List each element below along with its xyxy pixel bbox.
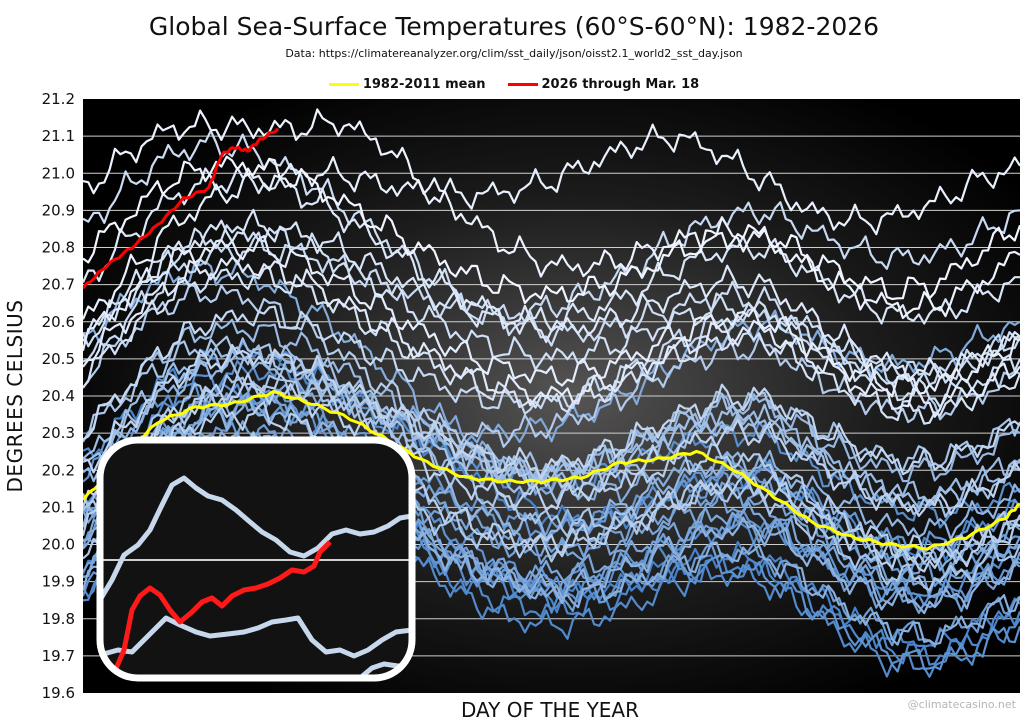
series-line-2010: [83, 283, 1020, 564]
y-tick-label: 19.8: [42, 610, 75, 628]
inset-year-line: [100, 475, 412, 602]
current-year-line: [83, 127, 280, 290]
series-line-2017: [83, 224, 1020, 409]
legend-swatch-current: [507, 83, 538, 86]
series-line-2020: [83, 166, 1020, 383]
legend-label-mean: 1982-2011 mean: [362, 77, 486, 92]
legend-label-current: 2026 through Mar. 18: [541, 77, 700, 92]
chart-legend: 1982-2011 mean 2026 through Mar. 18: [0, 77, 1028, 92]
inset-border: [96, 436, 416, 682]
series-line-2023: [83, 123, 1020, 320]
inset-year-line: [100, 615, 412, 659]
chart-title: Global Sea-Surface Temperatures (60°S-60…: [148, 12, 880, 41]
y-tick-label: 20.4: [42, 387, 75, 405]
y-tick-label: 21.1: [42, 127, 75, 145]
series-line-2018: [83, 265, 1020, 425]
legend-entry-mean: 1982-2011 mean: [328, 77, 486, 92]
y-tick-label: 20.0: [42, 536, 75, 554]
series-line-2021: [83, 256, 1020, 418]
y-tick-label: 21.2: [42, 90, 75, 108]
y-tick-label: 20.9: [42, 201, 75, 219]
watermark: @climatecasino.net: [907, 698, 1016, 711]
series-line-2003: [83, 318, 1020, 508]
y-tick-label: 20.3: [42, 424, 75, 442]
y-tick-label: 20.7: [42, 276, 75, 294]
inset-current-line: [109, 540, 332, 678]
series-line-2022: [83, 235, 1020, 398]
y-tick-label: 19.7: [42, 647, 75, 665]
chart-subtitle: Data: https://climatereanalyzer.org/clim…: [285, 47, 743, 60]
y-tick-label: 20.2: [42, 461, 75, 479]
y-tick-label: 21.0: [42, 164, 75, 182]
y-axis-label: DEGREES CELSIUS: [3, 299, 27, 493]
legend-entry-current: 2026 through Mar. 18: [507, 77, 700, 92]
x-axis-label: DAY OF THE YEAR: [460, 698, 640, 722]
series-line-2013: [83, 343, 1020, 480]
inset-zoom: [96, 436, 416, 682]
y-tick-label: 20.6: [42, 313, 75, 331]
series-line-2009: [83, 335, 1020, 515]
series-line-2012: [83, 372, 1020, 518]
y-tick-label: 20.5: [42, 350, 75, 368]
series-line-2004: [83, 344, 1020, 510]
y-tick-label: 20.8: [42, 239, 75, 257]
series-line-2025: [83, 155, 1020, 305]
series-line-2007: [83, 335, 1020, 592]
series-line-2024: [83, 108, 1020, 320]
mean-line: [83, 390, 1020, 551]
y-tick-label: 19.9: [42, 573, 75, 591]
series-line-2002: [83, 349, 1020, 484]
series-line-2015: [83, 201, 1020, 363]
legend-swatch-mean: [328, 83, 359, 86]
y-tick-label: 19.6: [42, 684, 75, 702]
y-tick-label: 20.1: [42, 498, 75, 516]
series-line-2001: [83, 395, 1020, 541]
